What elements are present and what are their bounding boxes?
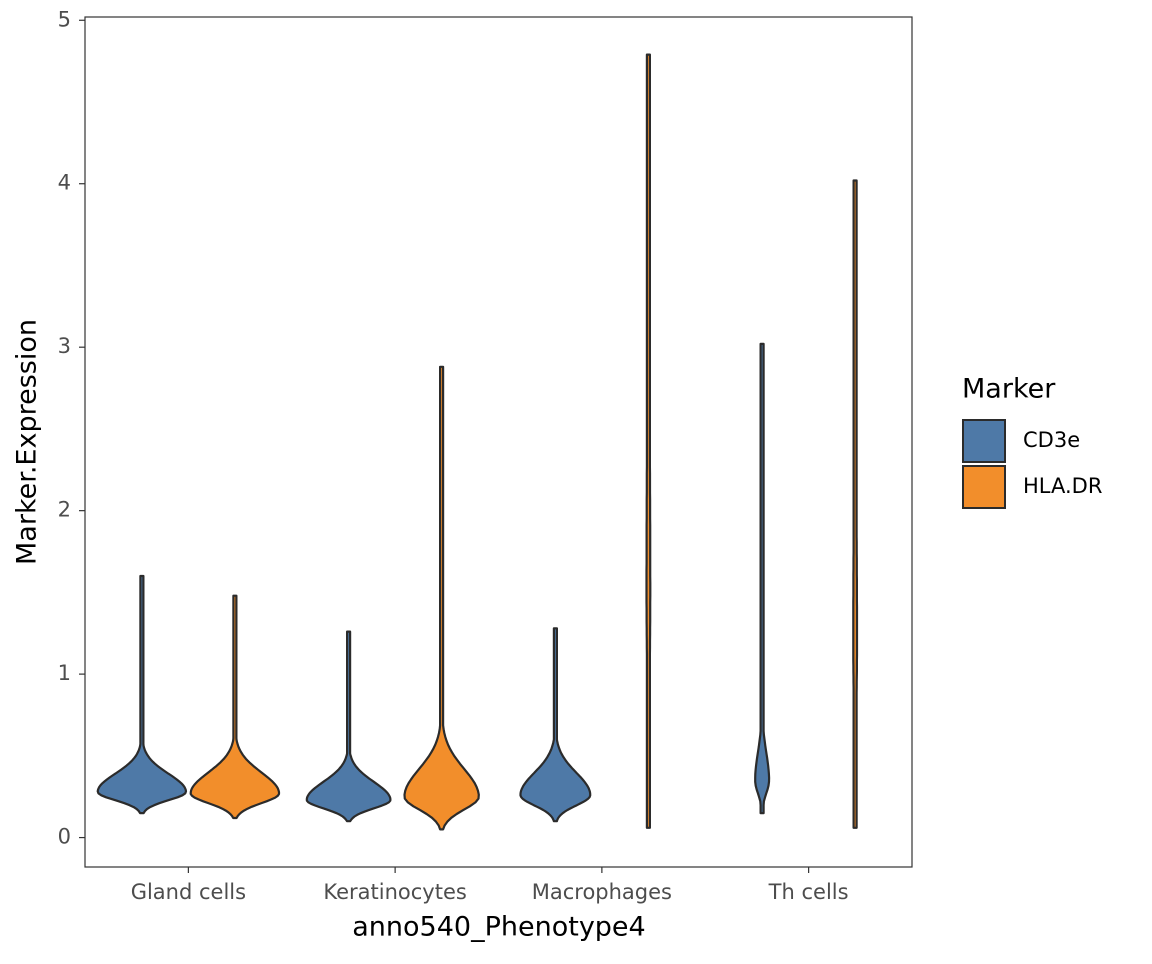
x-tick-label: Gland cells <box>131 880 246 904</box>
violin <box>305 630 392 823</box>
violin <box>852 179 859 829</box>
violin <box>754 342 771 815</box>
legend-title: Marker <box>962 374 1056 405</box>
legend-label: HLA.DR <box>1023 474 1102 498</box>
violin <box>519 627 592 823</box>
y-tick-label: 1 <box>58 661 71 685</box>
y-tick-label: 3 <box>58 334 71 358</box>
y-tick-label: 0 <box>58 825 71 849</box>
legend-swatch <box>962 419 1006 463</box>
panel-border <box>84 16 913 868</box>
y-tick-label: 2 <box>58 498 71 522</box>
legend-swatch <box>962 465 1006 509</box>
x-tick-label: Keratinocytes <box>323 880 466 904</box>
violin <box>189 594 281 820</box>
violin <box>403 365 480 831</box>
x-tick-label: Macrophages <box>532 880 672 904</box>
y-tick-label: 4 <box>58 171 71 195</box>
x-axis-label: anno540_Phenotype4 <box>352 912 645 943</box>
x-tick-label: Th cells <box>768 880 849 904</box>
y-axis-label: Marker.Expression <box>12 319 43 565</box>
legend-label: CD3e <box>1023 428 1080 452</box>
violin <box>645 53 652 829</box>
violin <box>96 574 188 815</box>
y-tick-label: 5 <box>58 7 71 31</box>
